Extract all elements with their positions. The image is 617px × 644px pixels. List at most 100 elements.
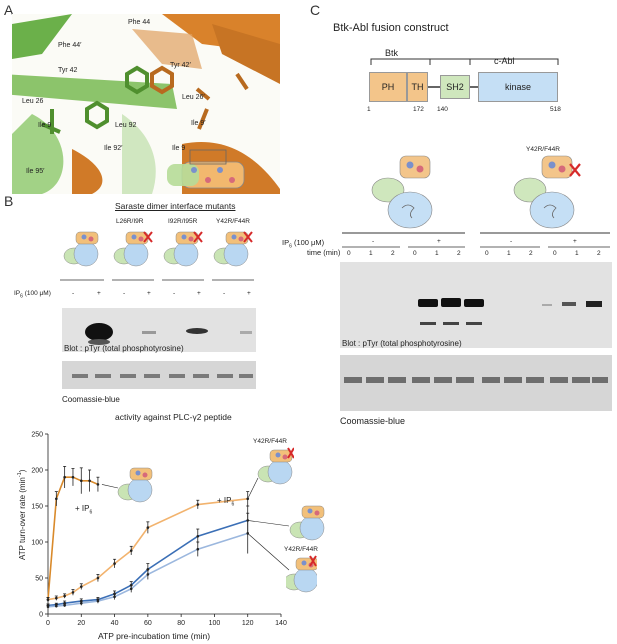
residue-label: Ile 9′ [191, 120, 206, 127]
mutant-label-c: Y42R/F44R [526, 146, 560, 153]
x-tick-label: 140 [275, 620, 287, 627]
time-label-c: time (min) [307, 248, 341, 257]
domain-kinase: kinase [478, 72, 558, 102]
lane-sign: + [147, 290, 151, 297]
data-point [46, 598, 50, 601]
group-sign: - [372, 238, 375, 245]
x-tick-label: 60 [144, 620, 152, 627]
activity-chart: 0 50 100 150 200 250 0 20 40 60 80 100 120 140 [31, 432, 290, 627]
group-lines-c [342, 232, 610, 234]
x-tick-label: 20 [77, 620, 85, 627]
gel-caption-b: Coomassie-blue [62, 395, 120, 404]
linker [428, 86, 440, 88]
subgroup-lines-c [342, 246, 610, 248]
residue-label: Leu 26′ [182, 94, 205, 101]
data-point [196, 534, 200, 538]
position-label: 518 [550, 106, 561, 113]
data-point [63, 594, 66, 598]
time-value: 2 [391, 250, 395, 257]
series-line [47, 519, 248, 607]
data-point [79, 479, 83, 483]
time-value: 2 [597, 250, 601, 257]
coomassie-gel-b [62, 361, 256, 389]
position-label: 1 [367, 106, 371, 113]
western-blot-c [340, 262, 612, 348]
data-point [63, 475, 66, 479]
data-point [46, 605, 50, 609]
lane-sign: - [173, 290, 176, 297]
blot-caption-b: Blot : pTyr (total phosphotyrosine) [64, 344, 184, 353]
series-line [47, 532, 248, 608]
residue-label: Tyr 42′ [170, 62, 191, 69]
y-tick-label: 250 [31, 432, 43, 439]
domain-ph: PH [369, 72, 407, 102]
pointer-line [247, 533, 290, 571]
data-point [96, 483, 100, 486]
data-point [96, 599, 100, 603]
pointer-line [101, 484, 119, 489]
residue-label: Phe 44 [128, 19, 151, 26]
lane-sign: + [97, 290, 101, 297]
chart-annotation-mutant: Y42R/F44R [284, 546, 318, 553]
data-point [129, 549, 133, 552]
residue-label: Leu 26 [22, 98, 44, 105]
lane-sign: + [197, 290, 201, 297]
data-point [113, 595, 116, 599]
gel-caption-c: Coomassie-blue [340, 416, 406, 426]
data-point [71, 475, 75, 479]
residue-label: Ile 92′ [104, 145, 123, 152]
x-tick-label: 80 [177, 620, 185, 627]
group-sign: + [437, 238, 441, 245]
data-point [63, 604, 66, 607]
x-tick-label: 0 [46, 620, 50, 627]
time-value: 0 [553, 250, 557, 257]
y-tick-label: 200 [31, 468, 43, 475]
residue-label: Ile 95′ [26, 168, 45, 175]
structure-image [12, 14, 280, 194]
x-tick-label: 100 [209, 620, 221, 627]
y-tick-label: 150 [31, 504, 43, 511]
y-tick-label: 0 [39, 612, 43, 619]
time-value: 1 [369, 250, 373, 257]
lane-group-lines [60, 279, 254, 281]
data-point [146, 573, 150, 576]
ip6-label-c: IP6 (100 μM) [282, 238, 325, 250]
y-tick-label: 100 [31, 540, 43, 547]
cartoon-wt-ip6 [117, 467, 153, 503]
panel-c-title: Btk-Abl fusion construct [333, 22, 449, 34]
data-point [146, 526, 150, 529]
position-label: 140 [437, 106, 448, 113]
ip6-label: IP6 (100 μM) [14, 290, 51, 300]
data-point [129, 587, 133, 591]
chart-annotation-mutant: Y42R/F44R [253, 438, 287, 445]
x-tick-label: 120 [242, 620, 254, 627]
cartoon-mut [286, 555, 317, 593]
data-point [196, 547, 200, 551]
mutant-label: Y42R/F44R [216, 218, 250, 225]
chart-title: activity against PLC-γ2 peptide [115, 412, 232, 422]
data-point [196, 503, 200, 506]
panel-b-title: Saraste dimer interface mutants [115, 201, 236, 211]
time-row: 0 1 2 0 1 2 0 1 2 0 1 2 [340, 250, 612, 260]
residue-label: Ile 9 [172, 145, 186, 152]
blot-caption-c: Blot : pTyr (total phosphotyrosine) [342, 339, 462, 348]
data-point [88, 479, 91, 483]
lane-sign: - [123, 290, 126, 297]
data-point [55, 604, 58, 608]
residue-label: Tyr 42 [58, 67, 78, 74]
protein-structure-illustration [12, 14, 280, 194]
data-point [96, 576, 100, 580]
data-point [113, 562, 116, 565]
mutant-label: I92R/I95R [168, 218, 198, 225]
time-value: 1 [435, 250, 439, 257]
residue-label: Phe 44′ [58, 42, 82, 49]
panel-c-label: C [310, 2, 321, 18]
lane-sign: - [223, 290, 226, 297]
lane-sign: + [247, 290, 251, 297]
time-value: 1 [507, 250, 511, 257]
time-value: 2 [457, 250, 461, 257]
chart-annotation-ip6: + IP6 [75, 504, 93, 516]
time-value: 0 [347, 250, 351, 257]
time-value: 0 [413, 250, 417, 257]
residue-label: Leu 92 [115, 122, 137, 129]
